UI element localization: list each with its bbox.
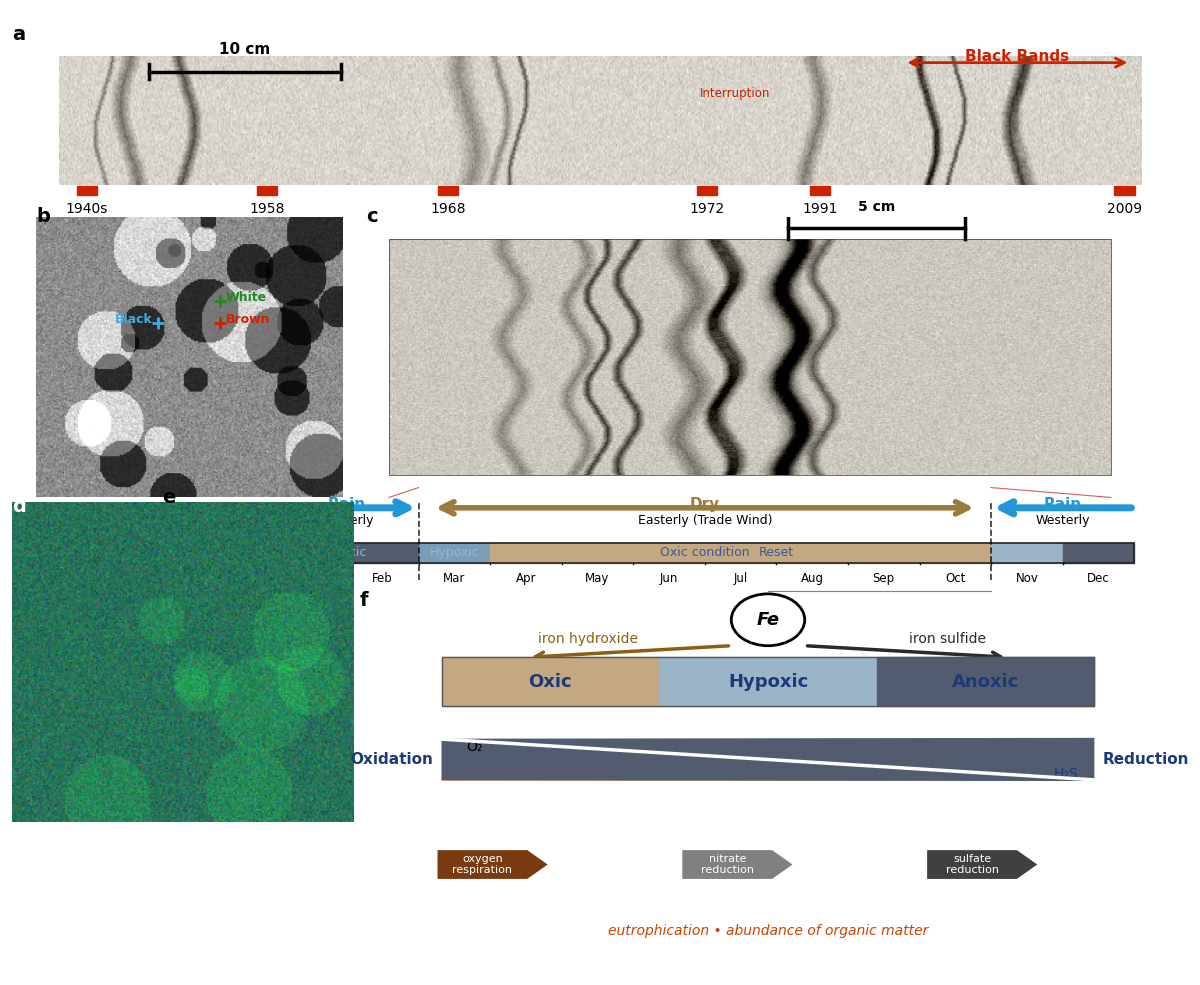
Text: Oxic condition: Oxic condition [660, 547, 750, 559]
Text: e: e [162, 488, 175, 506]
Polygon shape [438, 850, 547, 879]
Text: Oct: Oct [946, 572, 966, 585]
Text: Mar: Mar [443, 572, 466, 585]
Text: White: White [226, 291, 266, 304]
Text: May: May [586, 572, 610, 585]
Text: iron hydroxide: iron hydroxide [539, 631, 638, 646]
Text: Rain: Rain [1044, 496, 1081, 512]
Text: Jan: Jan [302, 572, 320, 585]
Polygon shape [442, 738, 1094, 781]
Bar [1115, 185, 1135, 195]
Bar [490, 543, 919, 562]
Text: O₂: O₂ [466, 741, 482, 755]
Text: Interruption: Interruption [700, 87, 770, 99]
Bar [275, 543, 1134, 562]
Bar [438, 185, 458, 195]
Text: Black Bands: Black Bands [965, 49, 1069, 64]
Text: Dry: Dry [690, 496, 720, 512]
Text: Rain: Rain [328, 496, 366, 512]
Bar [1063, 543, 1134, 562]
Bar [275, 543, 419, 562]
Text: Dec: Dec [1087, 572, 1110, 585]
Circle shape [731, 594, 805, 646]
Text: Nov: Nov [1015, 572, 1038, 585]
Text: Jul: Jul [733, 572, 748, 585]
Text: 1991: 1991 [803, 202, 838, 216]
Text: Aug: Aug [800, 572, 823, 585]
Text: Feb: Feb [372, 572, 394, 585]
Bar [991, 543, 1063, 562]
Text: Month: Month [168, 572, 208, 585]
Text: 1972: 1972 [690, 202, 725, 216]
Bar [659, 657, 877, 706]
Text: Anoxic: Anoxic [952, 673, 1019, 690]
Text: Hypoxic: Hypoxic [728, 673, 808, 690]
Bar [877, 657, 1094, 706]
Bar [77, 185, 97, 195]
Text: Black: Black [114, 313, 152, 326]
Polygon shape [442, 738, 1094, 781]
Text: nitrate
reduction: nitrate reduction [701, 854, 754, 876]
Text: Anoxic: Anoxic [326, 547, 367, 559]
Text: 2009: 2009 [1106, 202, 1142, 216]
Text: Jun: Jun [660, 572, 678, 585]
Polygon shape [683, 850, 792, 879]
Text: H₂S: H₂S [1054, 767, 1078, 781]
Text: 1958: 1958 [250, 202, 284, 216]
Text: d: d [12, 497, 26, 516]
Text: iron sulfide: iron sulfide [910, 631, 986, 646]
Text: eutrophication • abundance of organic matter: eutrophication • abundance of organic ma… [608, 924, 928, 938]
Bar [442, 657, 659, 706]
Text: Brown: Brown [226, 313, 270, 326]
Text: Reduction: Reduction [1103, 752, 1189, 767]
Bar [442, 657, 1094, 706]
Bar [810, 185, 830, 195]
Text: Westerly: Westerly [319, 514, 374, 527]
Text: Westerly: Westerly [1036, 514, 1090, 527]
Bar [257, 185, 277, 195]
Text: Sep: Sep [872, 572, 895, 585]
Text: Oxidation: Oxidation [350, 752, 433, 767]
Text: oxygen
respiration: oxygen respiration [452, 854, 512, 876]
Text: Hypoxic: Hypoxic [430, 547, 479, 559]
Bar [919, 543, 991, 562]
Bar [419, 543, 490, 562]
Text: sulfate
reduction: sulfate reduction [946, 854, 998, 876]
Text: Apr: Apr [516, 572, 536, 585]
Text: c: c [366, 207, 378, 226]
Text: a: a [12, 25, 25, 43]
Text: Oxic: Oxic [528, 673, 572, 690]
Bar [697, 185, 718, 195]
Text: Reset: Reset [758, 546, 794, 558]
Text: 10 cm: 10 cm [220, 41, 270, 56]
Text: 1940s: 1940s [66, 202, 108, 216]
Bar [389, 239, 1111, 475]
Text: 5 cm: 5 cm [858, 200, 895, 214]
Text: 1968: 1968 [430, 202, 466, 216]
Polygon shape [928, 850, 1037, 879]
Text: b: b [36, 207, 50, 226]
Text: Easterly (Trade Wind): Easterly (Trade Wind) [637, 514, 772, 527]
Text: Fe: Fe [756, 611, 780, 628]
Text: f: f [360, 591, 368, 610]
